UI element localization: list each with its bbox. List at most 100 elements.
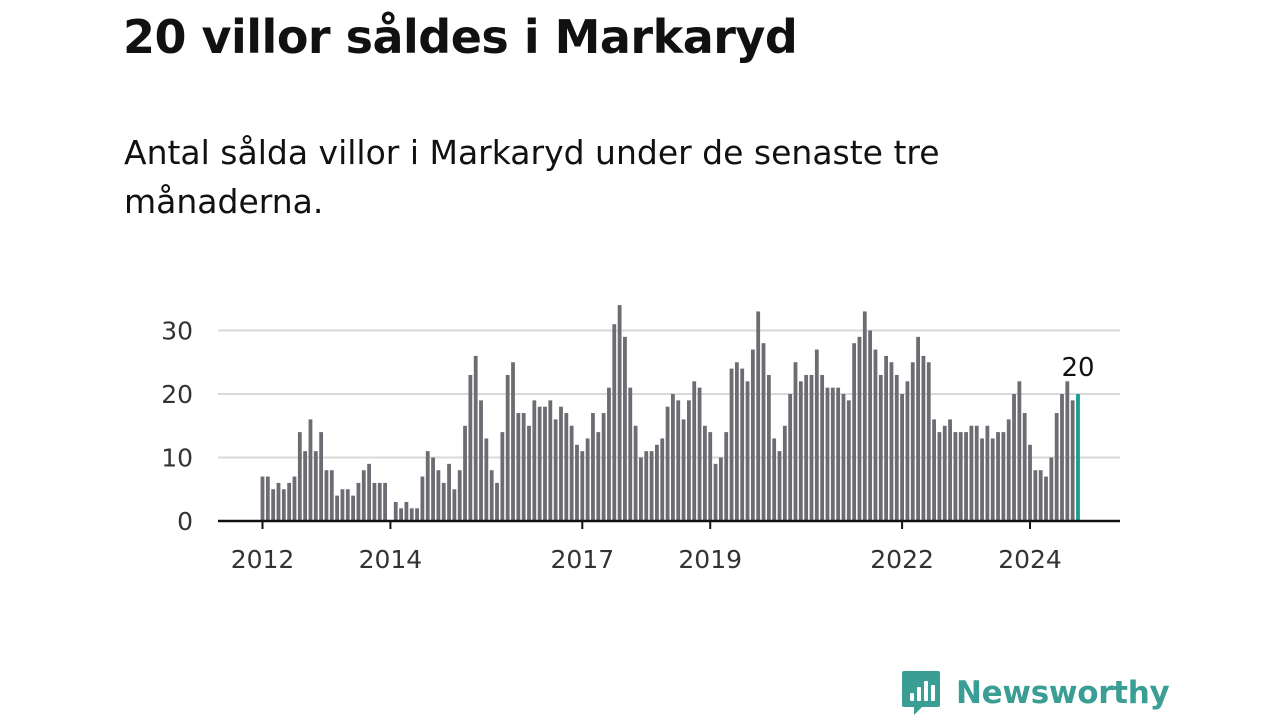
x-tick-label: 2022: [870, 545, 934, 574]
bar: [1054, 413, 1059, 521]
bar: [766, 374, 771, 521]
bar: [281, 489, 286, 521]
x-tick-label: 2019: [678, 545, 742, 574]
bar: [820, 374, 825, 521]
bar: [505, 374, 510, 521]
bar: [596, 432, 601, 521]
bar: [329, 470, 334, 521]
bar: [996, 432, 1000, 521]
bar: [905, 381, 910, 521]
bar: [761, 343, 766, 521]
bar: [948, 419, 952, 521]
bar: [1065, 381, 1070, 521]
bar: [607, 387, 611, 521]
bar: [303, 451, 308, 521]
bar: [361, 470, 366, 521]
bar: [521, 413, 526, 521]
bar: [441, 482, 446, 521]
chart-title: 20 villor såldes i Markaryd: [123, 10, 798, 64]
bar: [559, 406, 563, 521]
bar: [926, 362, 931, 521]
bar: [265, 476, 270, 521]
bar: [788, 394, 793, 521]
bar: [1028, 444, 1032, 521]
x-tick-label: 2012: [231, 545, 295, 574]
bar: [489, 470, 494, 521]
last-value-label: 20: [1061, 353, 1094, 383]
bar: [836, 387, 841, 521]
bar: [420, 476, 425, 521]
bar: [585, 438, 590, 521]
bar: [409, 508, 414, 521]
bar: [1033, 470, 1038, 521]
bar: [553, 419, 558, 521]
bar: [537, 406, 542, 521]
bar: [639, 457, 643, 521]
bar: [463, 425, 467, 521]
bar: [399, 508, 403, 521]
bar: [697, 387, 702, 521]
bar: [543, 406, 547, 521]
bar: [980, 438, 984, 521]
bar: [692, 381, 697, 521]
bar: [1049, 457, 1054, 521]
y-axis-tick-labels: 0 10 20 30: [161, 317, 193, 537]
bar: [319, 432, 324, 521]
bar: [372, 482, 377, 521]
bar: [750, 349, 755, 521]
bar: [297, 432, 302, 521]
bar: [676, 400, 681, 521]
bar: [628, 387, 633, 521]
bar: [335, 495, 340, 521]
bar: [644, 451, 649, 521]
bar: [516, 413, 521, 521]
bar: [969, 425, 974, 521]
bar: [617, 305, 622, 521]
bar: [814, 349, 819, 521]
bar: [404, 501, 409, 521]
bar: [1060, 394, 1064, 521]
bar: [782, 425, 787, 521]
bar: [830, 387, 835, 521]
bar: [841, 394, 846, 521]
bar: [479, 400, 483, 521]
bar: [713, 463, 718, 521]
bar: [431, 457, 435, 521]
bar: [1038, 470, 1043, 521]
bar: [564, 413, 569, 521]
bar: [452, 489, 457, 521]
bar: [1017, 381, 1022, 521]
x-axis-tick-labels: 2012 2014 2017 2019 2022 2024: [231, 545, 1062, 574]
bar: [916, 336, 920, 521]
bar: [527, 425, 531, 521]
bar: [985, 425, 990, 521]
x-tick-label: 2017: [550, 545, 614, 574]
bar: [910, 362, 915, 521]
bar: [894, 374, 899, 521]
bar: [623, 336, 627, 521]
x-tick-label: 2024: [998, 545, 1062, 574]
bar: [580, 451, 585, 521]
bar: [415, 508, 419, 521]
bar: [345, 489, 350, 521]
bar: [473, 355, 478, 521]
bar: [665, 406, 670, 521]
bar: [271, 489, 276, 521]
bar: [377, 482, 382, 521]
bar: [958, 432, 963, 521]
bar: [724, 432, 729, 521]
bar: [351, 495, 356, 521]
bar: [868, 330, 873, 521]
bar: [873, 349, 878, 521]
bar: [1001, 432, 1006, 521]
bar: [367, 463, 371, 521]
bar: [287, 482, 292, 521]
bar: [798, 381, 803, 521]
bar: [649, 451, 654, 521]
bar: [937, 432, 942, 521]
bar: [793, 362, 798, 521]
bar: [777, 451, 782, 521]
bar: [393, 501, 398, 521]
bar: [878, 374, 883, 521]
brand-name: Newsworthy: [956, 675, 1170, 711]
